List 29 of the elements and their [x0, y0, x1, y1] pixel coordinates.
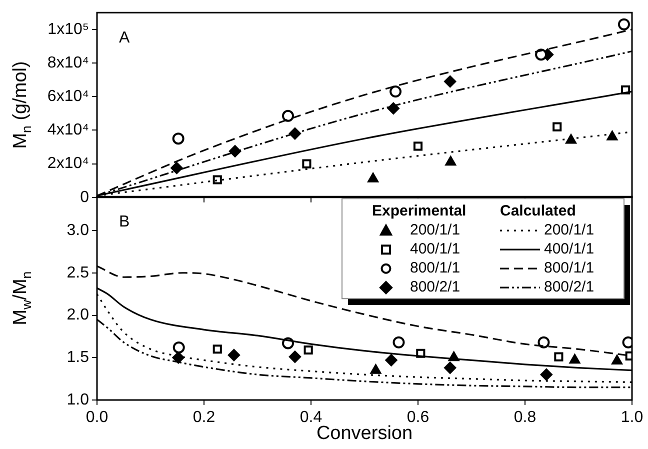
annotation: Experimental — [372, 202, 466, 220]
y-tick-label: 2.5 — [66, 264, 90, 282]
annotation: Calculated — [500, 202, 576, 220]
y-tick-label: 8x10⁴ — [47, 54, 90, 72]
y-tick-label: 3.0 — [66, 222, 90, 239]
legend-label: 200/1/1 — [544, 222, 594, 239]
x-tick-label: 1.0 — [620, 409, 644, 426]
annotation: B — [119, 214, 130, 231]
y-axis-title: Mn (g/mol) — [10, 61, 34, 149]
y-tick-label: 2.0 — [66, 306, 90, 324]
legend-label: 800/1/1 — [410, 260, 460, 277]
y-tick-label: 2x10⁴ — [47, 155, 90, 172]
y-axis-title: Mw/Mn — [10, 271, 34, 326]
y-tick-label: 1x10⁵ — [48, 20, 89, 38]
legend-label: 200/1/1 — [410, 222, 460, 239]
y-tick-label: 0 — [80, 188, 90, 206]
y-tick-label: 4x10⁴ — [47, 122, 90, 139]
x-tick-label: 0.8 — [514, 409, 536, 426]
y-tick-label: 6x10⁴ — [47, 88, 90, 106]
legend-label: 800/2/1 — [544, 278, 594, 296]
legend-label: 400/1/1 — [544, 240, 594, 258]
legend-label: 400/1/1 — [410, 240, 460, 258]
legend-label: 800/1/1 — [544, 260, 594, 277]
x-tick-label: 0.0 — [86, 409, 108, 426]
annotation: A — [119, 30, 130, 47]
x-tick-label: 0.2 — [192, 409, 216, 426]
y-tick-label: 1.0 — [66, 391, 90, 408]
y-tick-label: 1.5 — [66, 349, 90, 366]
legend-label: 800/2/1 — [410, 278, 460, 296]
